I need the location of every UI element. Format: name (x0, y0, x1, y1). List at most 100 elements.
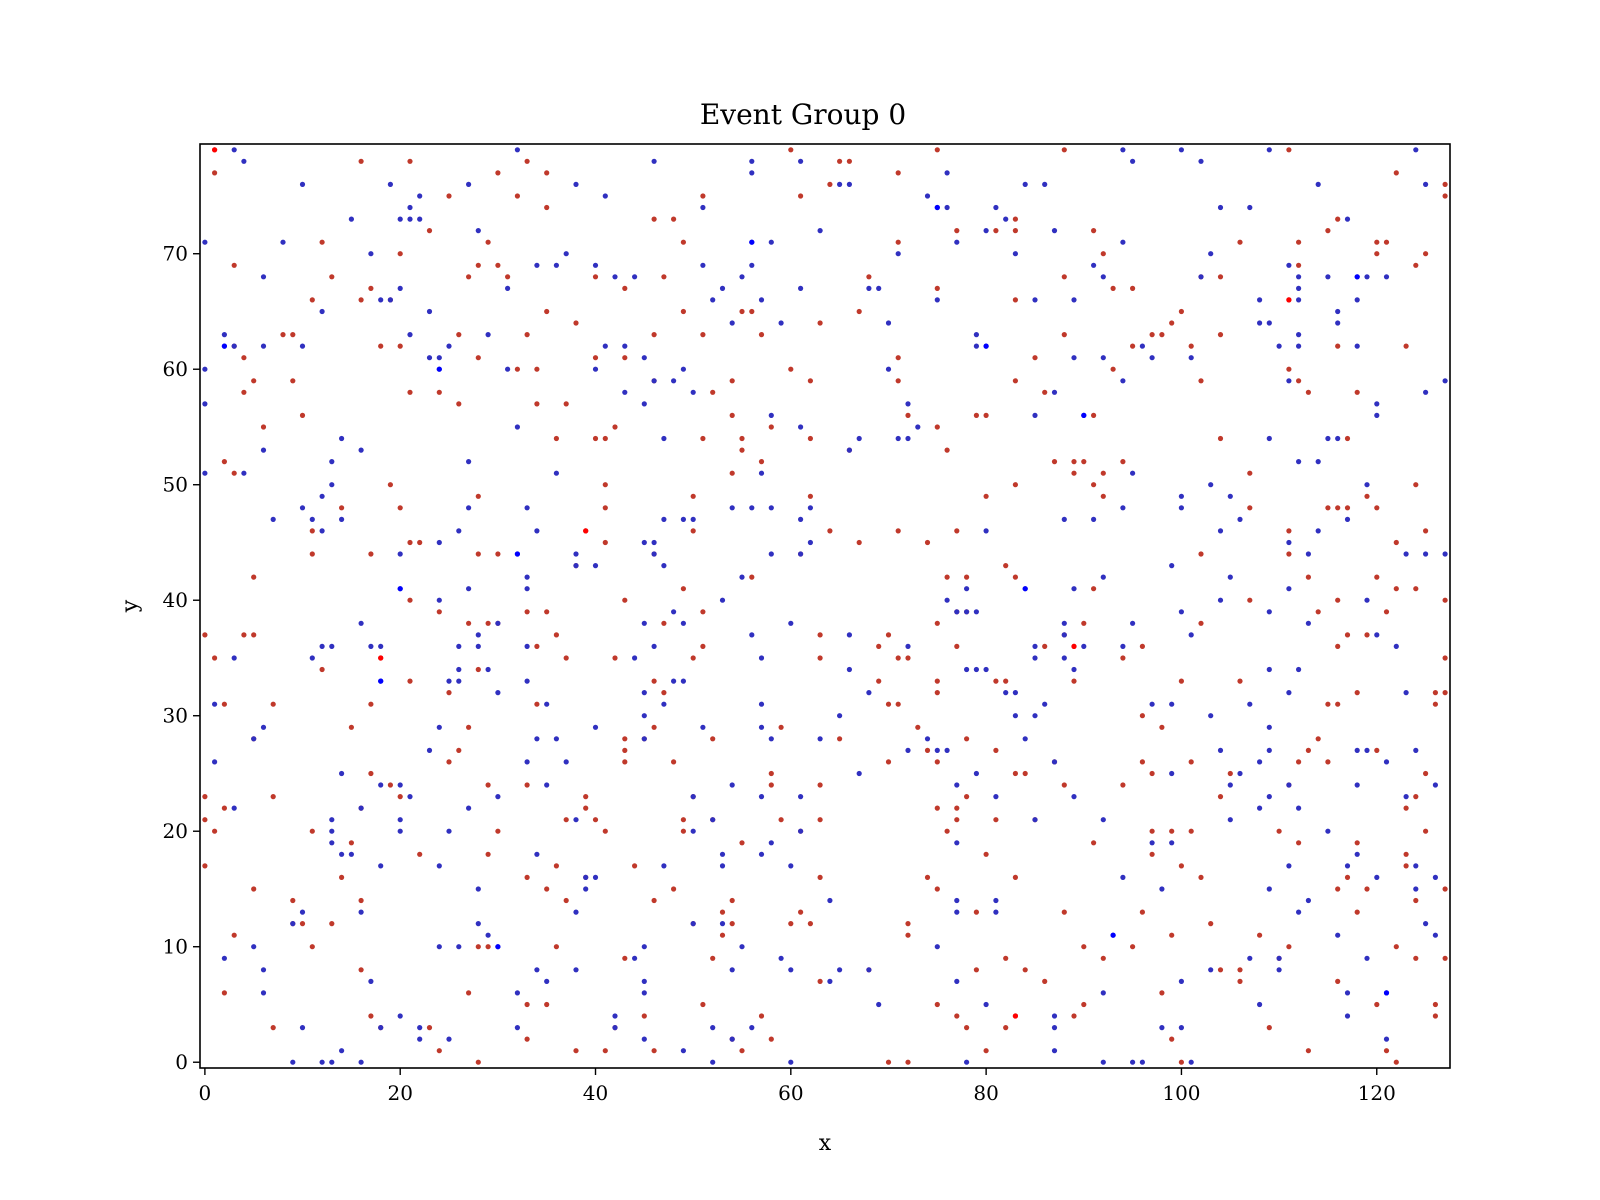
data-point (212, 759, 218, 765)
data-point (1305, 1048, 1311, 1054)
data-point (641, 1013, 647, 1019)
data-point (934, 620, 940, 626)
data-point (1423, 551, 1429, 557)
plot-background (200, 144, 1450, 1068)
data-point (368, 643, 374, 650)
data-point (1442, 551, 1448, 557)
data-point (1120, 643, 1126, 650)
data-point (417, 193, 423, 199)
data-point (348, 216, 354, 222)
data-point (1071, 355, 1077, 361)
data-point (1159, 724, 1165, 730)
data-point (1003, 216, 1009, 222)
data-point (954, 817, 960, 823)
data-point (1081, 620, 1087, 626)
data-point (1335, 343, 1341, 349)
data-point (241, 355, 247, 361)
data-point (1364, 493, 1370, 499)
data-point (1217, 332, 1224, 338)
data-point (983, 343, 989, 349)
data-point (553, 262, 560, 268)
data-point (524, 1036, 530, 1042)
data-point (817, 817, 823, 823)
x-tick-label: 80 (973, 1081, 998, 1105)
data-point (690, 921, 696, 927)
data-point (583, 886, 589, 892)
data-point (661, 435, 667, 442)
data-point (1061, 655, 1067, 661)
data-point (1042, 701, 1048, 707)
data-point (924, 539, 931, 546)
data-point (905, 747, 911, 754)
data-point (915, 724, 921, 730)
data-point (1344, 435, 1351, 442)
data-point (1139, 643, 1145, 650)
data-point (1393, 1059, 1399, 1065)
data-point (1393, 586, 1399, 592)
data-point (524, 609, 530, 615)
data-point (1403, 551, 1409, 557)
y-tick-label: 10 (163, 935, 188, 959)
data-point (954, 528, 960, 534)
data-point (641, 690, 647, 696)
data-point (358, 297, 364, 303)
data-point (329, 817, 335, 823)
data-point (485, 851, 491, 857)
data-point (1217, 528, 1224, 534)
data-point (876, 1001, 882, 1008)
data-point (563, 655, 569, 661)
data-point (319, 528, 325, 534)
data-point (397, 782, 403, 788)
data-point (885, 701, 892, 707)
data-point (749, 170, 755, 176)
data-point (1432, 1013, 1438, 1019)
data-point (798, 551, 804, 557)
data-point (1178, 609, 1184, 615)
data-point (329, 840, 335, 846)
data-point (202, 817, 208, 823)
data-point (680, 308, 687, 315)
data-point (260, 990, 267, 996)
data-point (885, 366, 892, 372)
data-point (466, 805, 472, 811)
data-point (651, 678, 657, 684)
data-point (778, 817, 784, 823)
data-point (1227, 782, 1233, 788)
data-point (1383, 1048, 1390, 1054)
data-point (299, 921, 306, 927)
data-point (397, 817, 403, 823)
data-point (768, 782, 774, 788)
data-point (1159, 886, 1165, 892)
data-point (1012, 251, 1019, 257)
data-point (944, 597, 950, 603)
data-point (905, 435, 911, 442)
data-point (466, 505, 472, 511)
y-tick-label: 50 (163, 473, 188, 497)
data-point (1012, 228, 1019, 234)
data-point (475, 632, 481, 638)
data-point (495, 262, 501, 268)
data-point (1091, 262, 1097, 268)
plot-area (199, 143, 1451, 1069)
data-point (544, 308, 550, 315)
data-point (1325, 228, 1331, 234)
data-point (1286, 551, 1292, 557)
data-point (1296, 262, 1302, 268)
data-point (710, 817, 716, 823)
data-point (1188, 355, 1194, 361)
data-point (817, 782, 823, 788)
data-point (1100, 355, 1106, 361)
data-point (1266, 147, 1272, 153)
data-point (1003, 690, 1009, 696)
data-point (592, 563, 599, 569)
data-point (1335, 886, 1341, 892)
data-point (1374, 401, 1380, 407)
data-point (1198, 620, 1204, 626)
data-point (651, 724, 657, 730)
data-point (788, 620, 794, 626)
data-point (407, 539, 413, 546)
data-point (944, 747, 950, 754)
data-point (768, 770, 774, 777)
data-point (1198, 551, 1204, 557)
data-point (1051, 1013, 1058, 1019)
